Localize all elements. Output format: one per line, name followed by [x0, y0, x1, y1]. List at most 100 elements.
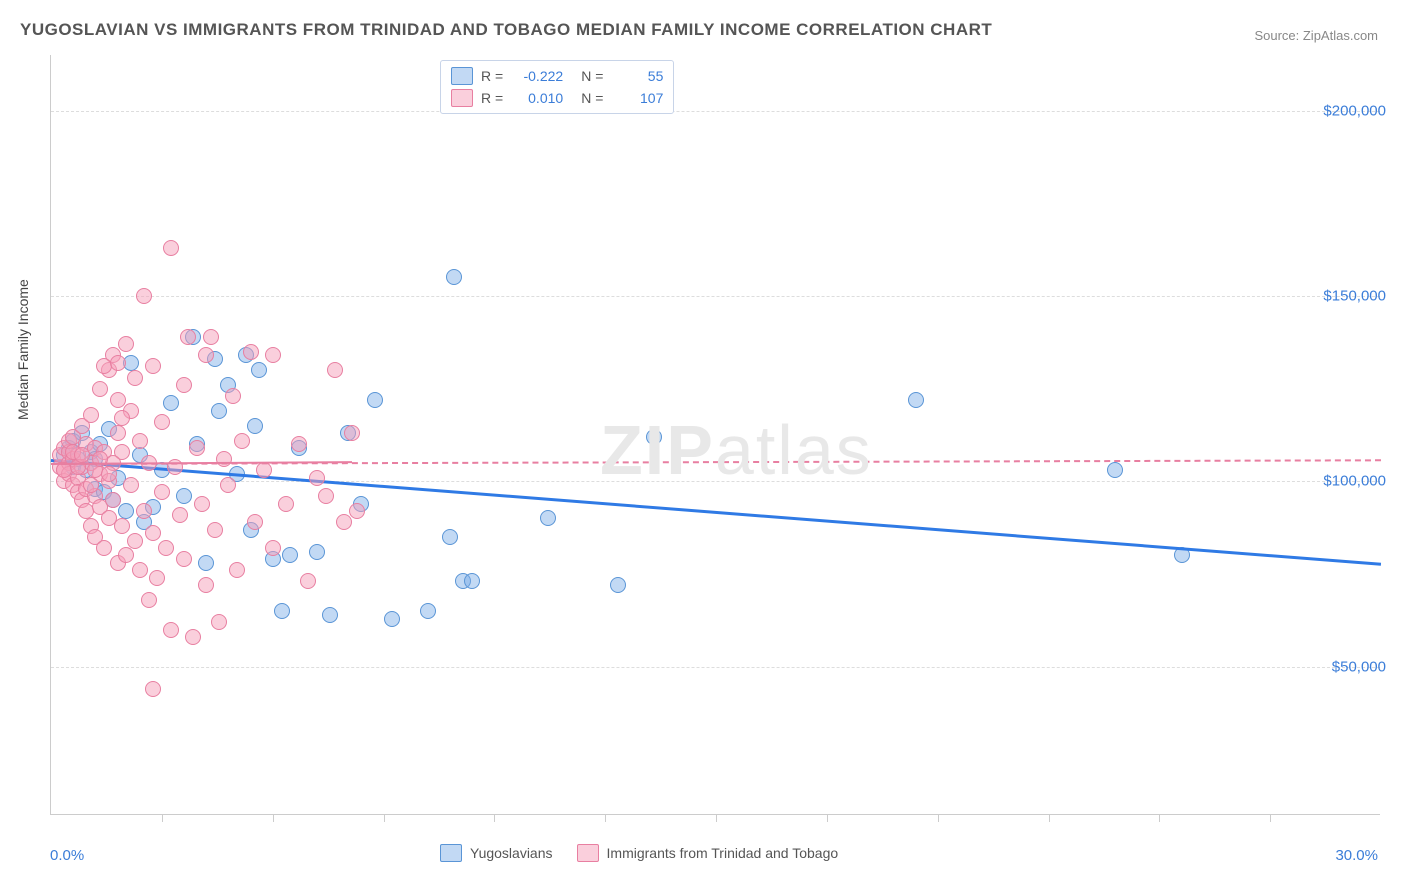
gridline-horizontal [51, 296, 1380, 297]
scatter-point [344, 425, 360, 441]
scatter-point [349, 503, 365, 519]
scatter-point [322, 607, 338, 623]
scatter-point [154, 414, 170, 430]
scatter-point [118, 336, 134, 352]
scatter-point [114, 518, 130, 534]
scatter-point [118, 503, 134, 519]
y-tick-label: $50,000 [1332, 658, 1386, 675]
scatter-point [247, 514, 263, 530]
y-tick-label: $100,000 [1323, 473, 1386, 490]
scatter-point [105, 492, 121, 508]
legend-item: Yugoslavians [440, 844, 553, 862]
scatter-point [96, 540, 112, 556]
scatter-point [540, 510, 556, 526]
legend-n-value: 107 [611, 90, 663, 106]
scatter-point [149, 570, 165, 586]
scatter-point [74, 447, 90, 463]
scatter-point [446, 269, 462, 285]
legend-row: R =0.010N =107 [451, 87, 663, 109]
legend-r-label: R = [481, 68, 503, 84]
legend-swatch [577, 844, 599, 862]
scatter-point [185, 629, 201, 645]
scatter-point [127, 533, 143, 549]
scatter-point [610, 577, 626, 593]
scatter-point [1107, 462, 1123, 478]
x-tick [1270, 814, 1271, 822]
scatter-point [247, 418, 263, 434]
x-tick [827, 814, 828, 822]
scatter-point [198, 555, 214, 571]
scatter-point [167, 459, 183, 475]
scatter-point [442, 529, 458, 545]
scatter-point [110, 392, 126, 408]
trend-line [51, 459, 1381, 566]
scatter-point [163, 395, 179, 411]
scatter-point [327, 362, 343, 378]
scatter-point [211, 403, 227, 419]
source-attribution: Source: ZipAtlas.com [1254, 28, 1378, 43]
scatter-point [172, 507, 188, 523]
scatter-point [229, 562, 245, 578]
x-tick [938, 814, 939, 822]
scatter-point [101, 466, 117, 482]
scatter-point [318, 488, 334, 504]
scatter-point [243, 344, 259, 360]
x-tick [1049, 814, 1050, 822]
legend-item: Immigrants from Trinidad and Tobago [577, 844, 839, 862]
scatter-point [464, 573, 480, 589]
scatter-point [176, 377, 192, 393]
scatter-point [176, 488, 192, 504]
scatter-point [158, 540, 174, 556]
scatter-point [265, 347, 281, 363]
x-tick [384, 814, 385, 822]
scatter-point [908, 392, 924, 408]
scatter-point [114, 410, 130, 426]
scatter-point [176, 551, 192, 567]
scatter-point [367, 392, 383, 408]
scatter-point [384, 611, 400, 627]
legend-r-value: 0.010 [511, 90, 563, 106]
legend-n-label: N = [581, 68, 603, 84]
scatter-point [198, 577, 214, 593]
x-tick [1159, 814, 1160, 822]
chart-title: YUGOSLAVIAN VS IMMIGRANTS FROM TRINIDAD … [20, 20, 992, 40]
scatter-point [118, 547, 134, 563]
scatter-point [189, 440, 205, 456]
legend-n-label: N = [581, 90, 603, 106]
scatter-point [163, 622, 179, 638]
scatter-point [110, 425, 126, 441]
x-tick [605, 814, 606, 822]
scatter-point [251, 362, 267, 378]
scatter-point [282, 547, 298, 563]
scatter-point [220, 477, 236, 493]
y-axis-title: Median Family Income [15, 279, 31, 420]
plot-area [50, 55, 1380, 815]
scatter-point [225, 388, 241, 404]
scatter-point [145, 358, 161, 374]
scatter-point [207, 522, 223, 538]
gridline-horizontal [51, 481, 1380, 482]
scatter-point [291, 436, 307, 452]
scatter-point [278, 496, 294, 512]
correlation-legend: R =-0.222N =55R =0.010N =107 [440, 60, 674, 114]
scatter-point [420, 603, 436, 619]
scatter-point [154, 484, 170, 500]
scatter-point [203, 329, 219, 345]
scatter-point [132, 433, 148, 449]
scatter-point [198, 347, 214, 363]
scatter-point [256, 462, 272, 478]
series-legend: Yugoslavians Immigrants from Trinidad and… [440, 844, 838, 862]
x-axis-min-label: 0.0% [50, 847, 84, 864]
scatter-point [163, 240, 179, 256]
scatter-point [211, 614, 227, 630]
scatter-point [123, 477, 139, 493]
scatter-point [136, 503, 152, 519]
scatter-point [180, 329, 196, 345]
x-tick [162, 814, 163, 822]
gridline-horizontal [51, 667, 1380, 668]
gridline-horizontal [51, 111, 1380, 112]
x-tick [273, 814, 274, 822]
y-tick-label: $150,000 [1323, 287, 1386, 304]
scatter-point [110, 355, 126, 371]
scatter-point [141, 592, 157, 608]
